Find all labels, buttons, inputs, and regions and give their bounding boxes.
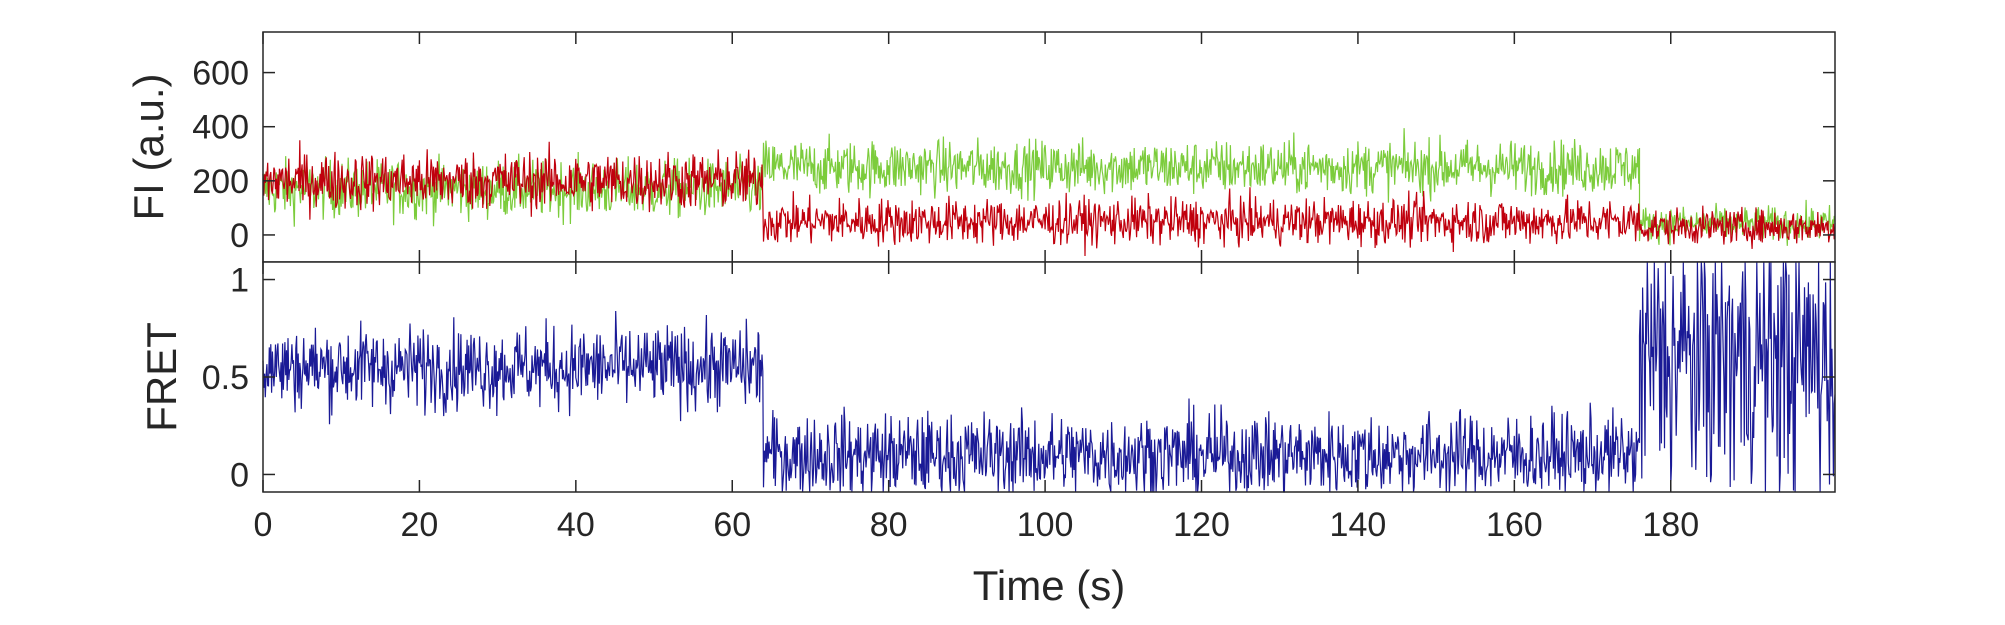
fret-panel: 00.51 0 20 40 60 80 100 120 140 160 180 FRET Time… bbox=[138, 261, 1836, 609]
intensity-y-tick-label: 0 bbox=[230, 217, 249, 255]
intensity-series-1-line bbox=[262, 140, 1836, 257]
fret-traces bbox=[262, 261, 1836, 493]
fret-x-tick-label: 40 bbox=[557, 506, 595, 544]
time-x-axis-label: Time (s) bbox=[973, 562, 1125, 609]
fret-x-tick-label: 180 bbox=[1642, 506, 1699, 544]
fret-x-tick-label: 140 bbox=[1330, 506, 1387, 544]
fret-y-tick-label: 1 bbox=[230, 262, 249, 300]
fret-x-tick-label: 20 bbox=[401, 506, 439, 544]
fret-x-tick-label: 80 bbox=[870, 506, 908, 544]
intensity-x-ticks bbox=[262, 32, 1672, 262]
fret-y-tick-label: 0.5 bbox=[202, 359, 249, 397]
intensity-y-tick-label: 200 bbox=[192, 163, 249, 201]
fret-y-ticks: 00.51 bbox=[202, 262, 1835, 494]
intensity-y-tick-label: 600 bbox=[192, 55, 249, 93]
fret-x-tick-label: 100 bbox=[1017, 506, 1074, 544]
fret-x-tick-label: 120 bbox=[1173, 506, 1230, 544]
intensity-y-ticks: 0 200 400 600 bbox=[192, 55, 1835, 255]
fret-x-tick-label: 60 bbox=[713, 506, 751, 544]
fret-y-axis-label: FRET bbox=[138, 322, 185, 432]
intensity-y-axis-label: FI (a.u.) bbox=[125, 73, 172, 220]
fret-series-0-line bbox=[262, 261, 1836, 493]
fret-x-ticks: 0 20 40 60 80 100 120 140 160 180 bbox=[254, 262, 1699, 544]
fret-y-tick-label: 0 bbox=[230, 456, 249, 494]
intensity-y-tick-label: 400 bbox=[192, 109, 249, 147]
intensity-traces bbox=[262, 128, 1836, 257]
fret-x-tick-label: 160 bbox=[1486, 506, 1543, 544]
intensity-panel: 0 200 400 600 FI (a.u.) bbox=[125, 31, 1836, 263]
fret-x-tick-label: 0 bbox=[254, 506, 273, 544]
